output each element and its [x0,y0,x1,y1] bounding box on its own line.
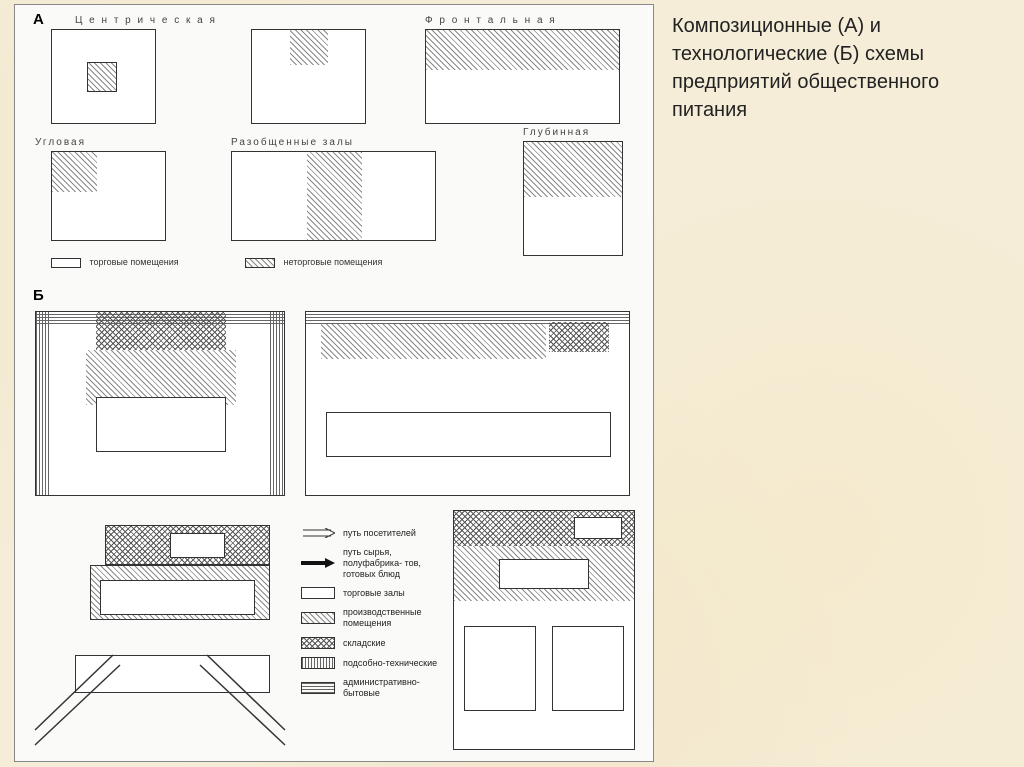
schema-centric-inner [87,62,117,92]
plan-b4-prodin [499,559,589,589]
legend-b-r3: торговые залы [301,587,446,599]
plan-b2-prod [321,324,546,359]
legend-b-r5: складские [301,637,446,649]
legend-b-r1-label: путь посетителей [343,528,416,539]
label-centric: Ц е н т р и ч е с к а я [75,15,217,26]
legend-b-r5-sw [301,637,335,649]
hatch-corner [52,152,97,192]
legend-a-1-label: торговые помещения [90,257,179,267]
legend-b-r1: путь посетителей [301,527,446,539]
legend-a-2-label: неторговые помещения [284,257,383,267]
plan-b2-hall [326,412,611,457]
arrow-open-icon [301,527,335,539]
legend-a-1-swatch [51,258,81,268]
legend-b-r4-sw [301,612,335,624]
plan-b3-angled [25,625,295,755]
legend-b-r2-label: путь сырья, полуфабрика- тов, готовых бл… [343,547,446,579]
legend-b-r2: путь сырья, полуфабрика- тов, готовых бл… [301,547,446,579]
label-split: Разобщенные залы [231,137,354,148]
caption-text: Композиционные (А) и технологические (Б)… [672,12,992,124]
plan-b4 [453,510,635,750]
legend-a-2: неторговые помещения [245,257,382,268]
legend-b-r5-label: складские [343,638,386,649]
hatch-front-right [426,30,619,70]
plan-b1-hall [96,397,226,452]
label-frontal: Ф р о н т а л ь н а я [425,15,557,26]
plan-b1-right [270,312,284,495]
legend-b-r3-sw [301,587,335,599]
label-deep: Глубинная [523,127,590,138]
diagram-panel: А Ц е н т р и ч е с к а я Ф р о н т а л … [14,4,654,762]
hatch-front-left [290,30,328,65]
legend-b-r7: административно-бытовые [301,677,446,699]
plan-b1-cross [96,312,226,350]
legend-a-1: торговые помещения [51,257,179,268]
legend-b-r3-label: торговые залы [343,588,405,599]
section-a-label: А [33,11,45,28]
arrow-solid-icon [301,557,335,569]
legend-b-r6-label: подсобно-технические [343,658,437,669]
plan-b3-small [170,533,225,558]
schema-front-right [425,29,620,124]
legend-b-r4: производственные помещения [301,607,446,629]
plan-b4-hall-r [552,626,624,711]
legend-b: путь посетителей путь сырья, полуфабрика… [301,527,446,707]
hatch-split [307,152,362,240]
legend-a-2-swatch [245,258,275,268]
plan-b3-prodin [100,580,255,615]
label-corner: Угловая [35,137,86,148]
schema-centric-outer [51,29,156,124]
plan-b1 [35,311,285,496]
plan-b1-left [36,312,50,495]
hatch-deep [524,142,622,197]
plan-b4-crossbox [574,517,622,539]
plan-b2 [305,311,630,496]
legend-b-r7-sw [301,682,335,694]
schema-deep [523,141,623,256]
schema-corner [51,151,166,241]
plan-b3 [35,525,285,750]
legend-b-r6-sw [301,657,335,669]
legend-b-r7-label: административно-бытовые [343,677,446,699]
legend-b-r6: подсобно-технические [301,657,446,669]
plan-b4-hall-l [464,626,536,711]
plan-b2-cross [549,322,609,352]
section-b-label: Б [33,287,45,304]
schema-split [231,151,436,241]
schema-front-left [251,29,366,124]
legend-b-r4-label: производственные помещения [343,607,446,629]
